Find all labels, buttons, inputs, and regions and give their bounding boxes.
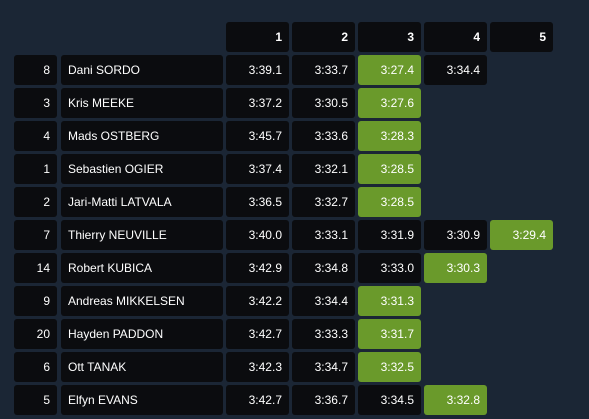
- driver-number: 4: [14, 121, 57, 151]
- stage-time: 3:33.7: [292, 55, 355, 85]
- stage-time: 3:36.7: [292, 385, 355, 415]
- driver-name: Robert KUBICA: [61, 253, 223, 283]
- column-header: 1: [226, 22, 289, 52]
- best-time: 3:28.5: [358, 154, 421, 184]
- best-time: 3:28.3: [358, 121, 421, 151]
- driver-name: Elfyn EVANS: [61, 385, 223, 415]
- driver-number: 8: [14, 55, 57, 85]
- stage-time: 3:34.5: [358, 385, 421, 415]
- column-header: 4: [424, 22, 487, 52]
- best-time: 3:31.7: [358, 319, 421, 349]
- driver-name: Kris MEEKE: [61, 88, 223, 118]
- driver-number: 1: [14, 154, 57, 184]
- driver-name: Dani SORDO: [61, 55, 223, 85]
- driver-name: Thierry NEUVILLE: [61, 220, 223, 250]
- driver-number: 20: [14, 319, 57, 349]
- column-header: 5: [490, 22, 553, 52]
- stage-time: 3:36.5: [226, 187, 289, 217]
- best-time: 3:28.5: [358, 187, 421, 217]
- driver-name: Mads OSTBERG: [61, 121, 223, 151]
- stage-time: 3:37.4: [226, 154, 289, 184]
- stage-time: 3:33.0: [358, 253, 421, 283]
- driver-number: 3: [14, 88, 57, 118]
- stage-time: 3:34.7: [292, 352, 355, 382]
- driver-number: 9: [14, 286, 57, 316]
- stage-time: 3:42.9: [226, 253, 289, 283]
- stage-time: 3:34.4: [292, 286, 355, 316]
- column-header: 2: [292, 22, 355, 52]
- stage-time: 3:34.8: [292, 253, 355, 283]
- best-time: 3:30.3: [424, 253, 487, 283]
- stage-time: 3:42.7: [226, 319, 289, 349]
- stage-time: 3:33.6: [292, 121, 355, 151]
- driver-name: Sebastien OGIER: [61, 154, 223, 184]
- best-time: 3:32.8: [424, 385, 487, 415]
- driver-name: Andreas MIKKELSEN: [61, 286, 223, 316]
- best-time: 3:31.3: [358, 286, 421, 316]
- column-header: 3: [358, 22, 421, 52]
- stage-time: 3:30.9: [424, 220, 487, 250]
- driver-name: Jari-Matti LATVALA: [61, 187, 223, 217]
- stage-time: 3:31.9: [358, 220, 421, 250]
- stage-time: 3:33.1: [292, 220, 355, 250]
- stage-time: 3:40.0: [226, 220, 289, 250]
- stage-time: 3:33.3: [292, 319, 355, 349]
- driver-number: 6: [14, 352, 57, 382]
- stage-time: 3:42.7: [226, 385, 289, 415]
- best-time: 3:27.4: [358, 55, 421, 85]
- best-time: 3:32.5: [358, 352, 421, 382]
- driver-name: Hayden PADDON: [61, 319, 223, 349]
- driver-number: 2: [14, 187, 57, 217]
- stage-time: 3:42.2: [226, 286, 289, 316]
- stage-time: 3:45.7: [226, 121, 289, 151]
- best-time: 3:27.6: [358, 88, 421, 118]
- stage-time: 3:39.1: [226, 55, 289, 85]
- stage-time: 3:30.5: [292, 88, 355, 118]
- stage-time: 3:34.4: [424, 55, 487, 85]
- stage-time: 3:37.2: [226, 88, 289, 118]
- driver-number: 14: [14, 253, 57, 283]
- driver-number: 5: [14, 385, 57, 415]
- stage-time: 3:32.1: [292, 154, 355, 184]
- driver-number: 7: [14, 220, 57, 250]
- stage-time: 3:42.3: [226, 352, 289, 382]
- stage-time: 3:32.7: [292, 187, 355, 217]
- best-time: 3:29.4: [490, 220, 553, 250]
- driver-name: Ott TANAK: [61, 352, 223, 382]
